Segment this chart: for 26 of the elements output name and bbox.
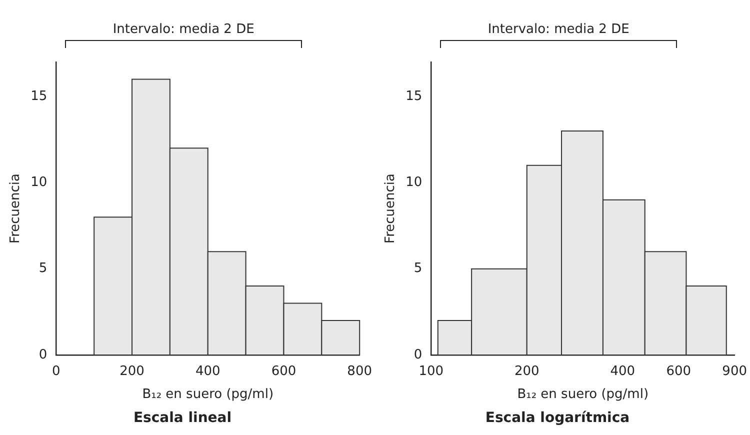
x-tick-label: 100 xyxy=(418,364,444,380)
x-tick-label: 900 xyxy=(722,364,748,380)
y-tick-label: 15 xyxy=(30,88,48,104)
y-tick-label: 15 xyxy=(406,88,422,104)
x-tick-label: 600 xyxy=(271,364,296,380)
x-tick-label: 600 xyxy=(666,364,692,380)
y-tick-label: 0 xyxy=(38,347,48,362)
text: Intervalo: media 2 DE xyxy=(112,22,256,37)
y-axis-title: Frecuencia xyxy=(383,174,398,244)
y-tick-label: 0 xyxy=(414,347,422,362)
x-tick-label: 400 xyxy=(610,364,636,380)
x-tick-label: 200 xyxy=(514,364,540,380)
text: Escala logarítmica xyxy=(485,410,630,426)
y-tick-label: 5 xyxy=(414,261,422,276)
text: Escala lineal xyxy=(133,410,232,426)
x-tick-label: 200 xyxy=(120,364,144,380)
y-tick-label: 5 xyxy=(38,261,48,276)
x-axis-title: B₁₂ en suero (pg/ml) xyxy=(517,386,649,402)
text: Intervalo: media 2 DE xyxy=(486,22,630,37)
y-tick-label: 10 xyxy=(30,175,48,190)
y-tick-label: 10 xyxy=(406,175,422,190)
x-tick-label: 400 xyxy=(195,364,220,380)
x-tick-label: 0 xyxy=(52,364,60,380)
x-axis-title: B₁₂ en suero (pg/ml) xyxy=(142,386,274,402)
x-tick-label: 800 xyxy=(347,364,372,380)
y-axis-title: Frecuencia xyxy=(8,174,24,244)
